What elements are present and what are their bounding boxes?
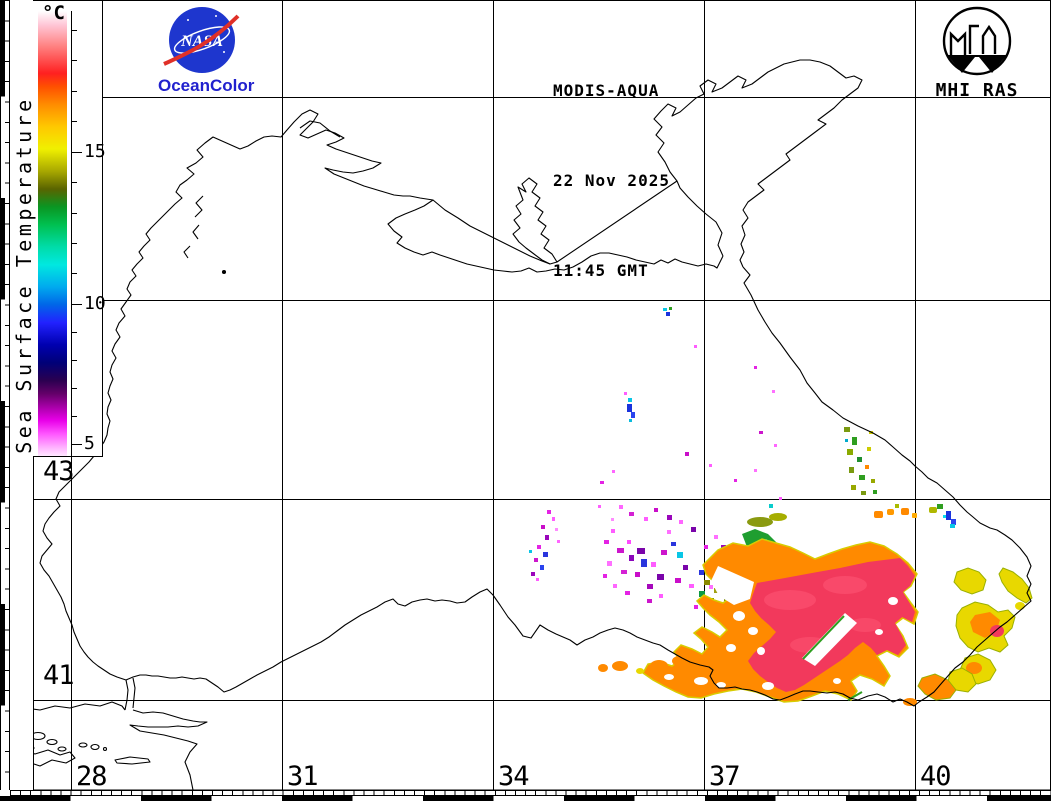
colorbar-tick — [71, 243, 77, 244]
lon-label-28: 28 — [76, 761, 108, 792]
cold-squiggle-east — [929, 504, 956, 528]
lon-label-34: 34 — [498, 761, 530, 792]
latitude-fine-ruler — [5, 0, 10, 790]
satellite-name: MODIS-AQUA — [553, 81, 660, 100]
colorbar-tick — [71, 121, 77, 122]
mhi-ras-label: MHI RAS — [935, 80, 1019, 101]
colorbar-tick — [71, 182, 77, 183]
warm-dots-mideast — [874, 504, 917, 518]
nasa-oceancolor-badge: NASA OceanColor — [158, 2, 254, 95]
nasa-logo: NASA — [163, 7, 240, 73]
scene-title-block: MODIS-AQUA 22 Nov 2025 11:45 GMT — [553, 16, 670, 346]
colorbar: 15 10 5 — [33, 0, 106, 457]
mhi-ras-logo — [942, 6, 1012, 76]
lon-label-31: 31 — [287, 761, 319, 792]
colorbar-title: Sea Surface Temperature — [12, 96, 36, 454]
cloud-gaps — [664, 566, 898, 690]
scene-date: 22 Nov 2025 — [553, 171, 670, 190]
colorbar-tick — [71, 60, 77, 61]
coastline — [33, 59, 1032, 790]
colorbar-tick — [71, 360, 77, 361]
latitude-degree-ruler — [0, 0, 5, 790]
mhi-ras-badge: MHI RAS — [934, 4, 1020, 101]
scene-time: 11:45 GMT — [553, 261, 649, 280]
graticule-grid — [33, 0, 1051, 790]
mild-patches-southeast — [917, 567, 1033, 701]
colorbar-axis — [71, 11, 72, 457]
colorbar-tick — [71, 30, 77, 31]
colorbar-gradient — [38, 11, 67, 456]
colorbar-tick — [71, 332, 77, 333]
map-background — [33, 0, 1051, 790]
cold-specks-offshore — [624, 307, 777, 482]
colorbar-tick-label: 15 — [84, 141, 106, 162]
lat-label-41: 41 — [43, 660, 75, 691]
colorbar-tick-15 — [71, 152, 82, 153]
nasa-swoosh — [163, 14, 240, 66]
longitude-fine-ruler — [10, 790, 1051, 796]
colorbar-tick — [71, 273, 77, 274]
cold-cluster-purple — [598, 470, 737, 609]
colorbar-tick-10 — [71, 304, 82, 305]
longitude-degree-ruler — [0, 796, 1051, 801]
colorbar-tick-label: 5 — [84, 433, 95, 454]
black-sea-map — [33, 0, 1051, 790]
colorbar-tick — [71, 388, 77, 389]
colorbar-tick-5 — [71, 444, 82, 445]
colorbar-unit-label: °C — [42, 2, 65, 24]
lon-label-37: 37 — [709, 761, 741, 792]
colorbar-tick-label: 10 — [84, 293, 106, 314]
colorbar-tick — [71, 416, 77, 417]
colorbar-tick — [71, 213, 77, 214]
lon-label-40: 40 — [920, 761, 952, 792]
colorbar-tick — [71, 91, 77, 92]
lat-label-43: 43 — [43, 456, 75, 487]
oceancolor-label: OceanColor — [158, 76, 255, 95]
cold-specks-midbasin — [529, 510, 560, 581]
